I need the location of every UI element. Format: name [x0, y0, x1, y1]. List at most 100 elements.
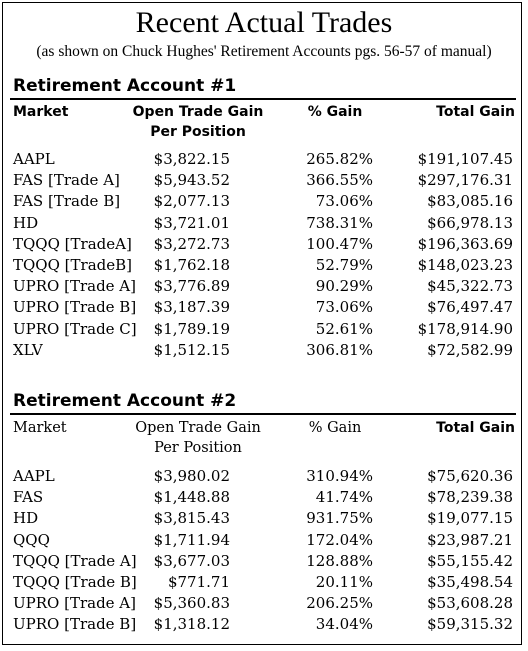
- row-pct-gain: 41.74%: [315, 488, 373, 507]
- row-pct-gain: 265.82%: [306, 150, 373, 168]
- row-market: TQQQ [Trade A]: [13, 551, 137, 570]
- row-open-gain: $3,272.73: [153, 234, 230, 253]
- row-market: XLV: [13, 340, 43, 359]
- row-total-gain: $191,107.45: [417, 150, 513, 168]
- row-total-gain: $45,322.73: [427, 277, 513, 296]
- row-pct-gain: 310.94%: [306, 467, 373, 485]
- account1-header-open-gain-line1: Open Trade Gain: [132, 104, 264, 120]
- row-market: UPRO [Trade A]: [13, 594, 136, 613]
- account2-header-total-gain: Total Gain: [436, 420, 515, 436]
- account1-header-pct-gain: % Gain: [307, 104, 363, 120]
- table-row: TQQQ [Trade B] $771.71 20.11% $35,498.54: [0, 572, 528, 593]
- row-total-gain: $19,077.15: [427, 509, 513, 528]
- row-market: UPRO [Trade C]: [13, 319, 137, 338]
- account2-header-open-gain: Open Trade Gain Per Position: [128, 418, 268, 458]
- row-total-gain: $66,978.13: [427, 213, 513, 232]
- table-row: TQQQ [Trade A] $3,677.03 128.88% $55,155.42: [0, 551, 528, 572]
- table-row: FAS $1,448.88 41.74% $78,239.38: [0, 487, 528, 508]
- row-market: UPRO [Trade A]: [13, 277, 136, 296]
- row-pct-gain: 306.81%: [306, 340, 373, 359]
- row-pct-gain: 366.55%: [306, 171, 373, 190]
- table-row: UPRO [Trade A] $3,776.89 90.29% $45,322.73: [0, 276, 528, 297]
- row-total-gain: $55,155.42: [427, 551, 513, 570]
- row-total-gain: $178,914.90: [417, 319, 513, 338]
- row-market: UPRO [Trade B]: [13, 615, 137, 634]
- table-row: FAS [Trade B] $2,077.13 73.06% $83,085.16: [0, 191, 528, 212]
- table-row: QQQ $1,711.94 172.04% $23,987.21: [0, 530, 528, 551]
- row-market: FAS [Trade A]: [13, 171, 120, 190]
- account1-heading: Retirement Account #1: [13, 76, 237, 96]
- row-pct-gain: 206.25%: [306, 594, 373, 613]
- row-open-gain: $3,776.89: [153, 277, 230, 296]
- row-open-gain: $771.71: [167, 573, 230, 591]
- document-frame: [2, 2, 522, 645]
- account1-header-total-gain: Total Gain: [436, 104, 515, 120]
- row-total-gain: $148,023.23: [417, 256, 513, 274]
- account2-header-open-gain-line2: Per Position: [154, 440, 242, 456]
- row-open-gain: $5,360.83: [153, 594, 230, 613]
- account1-rule: [10, 98, 516, 100]
- row-total-gain: $23,987.21: [427, 530, 513, 549]
- account1-header-open-gain-line2: Per Position: [150, 124, 246, 140]
- table-row: FAS [Trade A] $5,943.52 366.55% $297,176.31: [0, 170, 528, 191]
- row-total-gain: $297,176.31: [417, 171, 513, 190]
- row-pct-gain: 100.47%: [306, 234, 373, 253]
- table-row: HD $3,721.01 738.31% $66,978.13: [0, 213, 528, 234]
- row-pct-gain: 172.04%: [306, 530, 373, 549]
- account2-heading: Retirement Account #2: [13, 391, 237, 411]
- row-market: UPRO [Trade B]: [13, 298, 137, 317]
- account2-rule: [10, 413, 516, 415]
- account1-header-market: Market: [13, 104, 69, 120]
- row-market: HD: [13, 213, 39, 232]
- row-total-gain: $196,363.69: [417, 234, 513, 253]
- row-total-gain: $35,498.54: [427, 573, 513, 591]
- row-open-gain: $1,762.18: [153, 256, 230, 274]
- row-total-gain: $53,608.28: [427, 594, 513, 613]
- row-pct-gain: 73.06%: [315, 192, 373, 211]
- row-open-gain: $5,943.52: [153, 171, 230, 190]
- row-market: FAS: [13, 488, 44, 507]
- account2-header-market: Market: [13, 420, 67, 436]
- row-market: QQQ: [13, 530, 50, 549]
- row-pct-gain: 20.11%: [315, 573, 373, 591]
- row-market: AAPL: [13, 150, 55, 168]
- row-total-gain: $72,582.99: [427, 340, 513, 359]
- row-pct-gain: 73.06%: [315, 298, 373, 317]
- row-pct-gain: 931.75%: [306, 509, 373, 528]
- row-open-gain: $1,789.19: [153, 319, 230, 338]
- row-open-gain: $1,512.15: [153, 340, 230, 359]
- row-open-gain: $1,448.88: [153, 488, 230, 507]
- row-total-gain: $59,315.32: [427, 615, 513, 634]
- row-open-gain: $3,822.15: [153, 150, 230, 168]
- table-row: UPRO [Trade B] $3,187.39 73.06% $76,497.47: [0, 297, 528, 318]
- page-subtitle: (as shown on Chuck Hughes' Retirement Ac…: [36, 43, 492, 60]
- row-market: AAPL: [13, 467, 55, 485]
- row-total-gain: $76,497.47: [427, 298, 513, 317]
- table-row: UPRO [Trade B] $1,318.12 34.04% $59,315.32: [0, 614, 528, 635]
- row-market: TQQQ [TradeA]: [13, 234, 132, 253]
- row-pct-gain: 128.88%: [306, 551, 373, 570]
- row-open-gain: $1,318.12: [153, 615, 230, 634]
- table-row: XLV $1,512.15 306.81% $72,582.99: [0, 340, 528, 361]
- row-open-gain: $3,187.39: [153, 298, 230, 317]
- account1-header-open-gain: Open Trade Gain Per Position: [128, 102, 268, 142]
- row-market: FAS [Trade B]: [13, 192, 121, 211]
- table-row: AAPL $3,822.15 265.82% $191,107.45: [0, 149, 528, 170]
- table-row: HD $3,815.43 931.75% $19,077.15: [0, 508, 528, 529]
- account2-header-pct-gain: % Gain: [308, 420, 362, 436]
- row-pct-gain: 34.04%: [315, 615, 373, 634]
- row-market: TQQQ [Trade B]: [13, 573, 137, 591]
- table-row: TQQQ [TradeB] $1,762.18 52.79% $148,023.23: [0, 255, 528, 276]
- row-total-gain: $83,085.16: [427, 192, 513, 211]
- page-title: Recent Actual Trades: [135, 6, 393, 39]
- row-pct-gain: 52.61%: [315, 319, 373, 338]
- row-open-gain: $3,677.03: [153, 551, 230, 570]
- row-total-gain: $75,620.36: [427, 467, 513, 485]
- row-open-gain: $3,980.02: [153, 467, 230, 485]
- row-open-gain: $2,077.13: [153, 192, 230, 211]
- table-row: TQQQ [TradeA] $3,272.73 100.47% $196,363.69: [0, 234, 528, 255]
- row-pct-gain: 90.29%: [315, 277, 373, 296]
- table-row: UPRO [Trade A] $5,360.83 206.25% $53,608.28: [0, 593, 528, 614]
- row-open-gain: $3,815.43: [153, 509, 230, 528]
- row-open-gain: $3,721.01: [153, 213, 230, 232]
